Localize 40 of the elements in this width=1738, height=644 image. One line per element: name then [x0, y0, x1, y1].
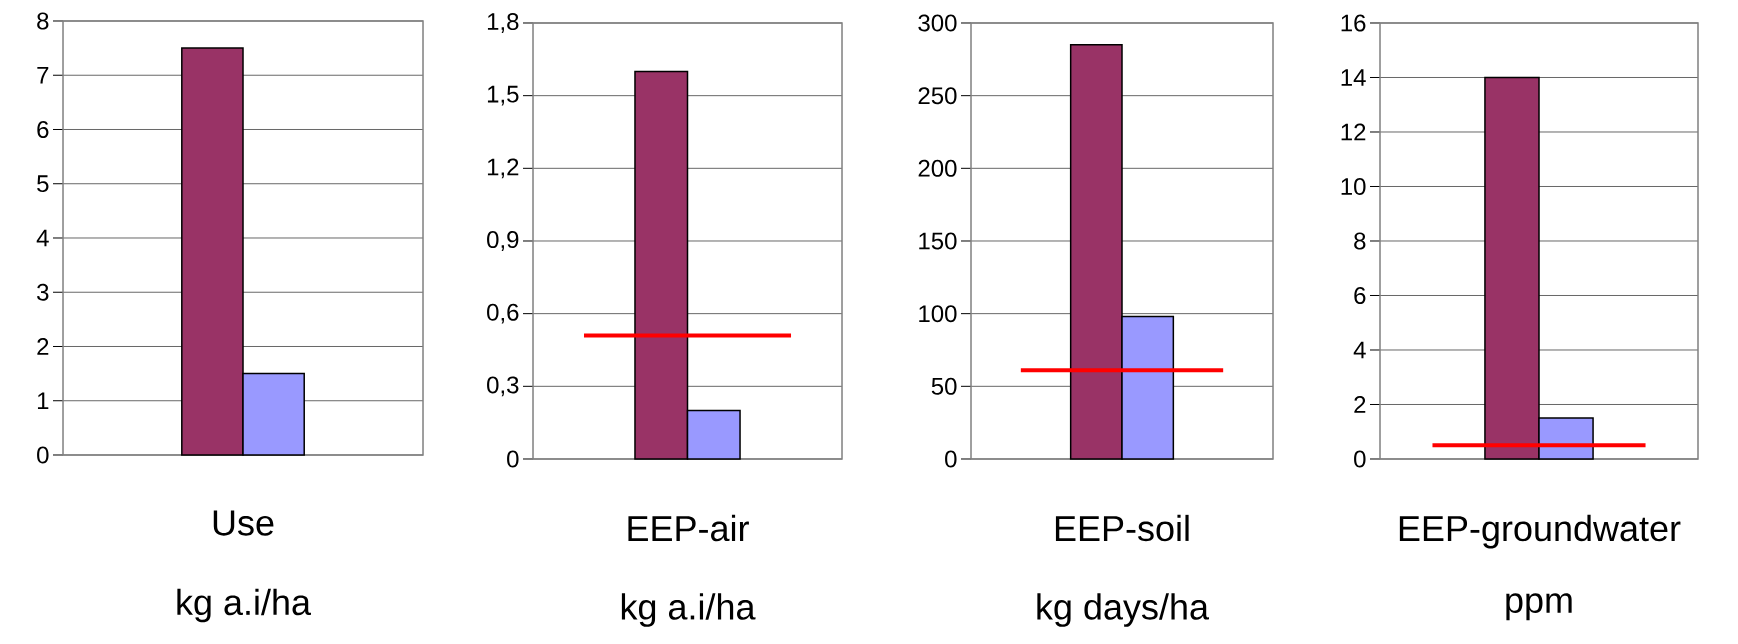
- text: kg a.i/ha: [177, 588, 311, 623]
- y-tick-label: 4: [1353, 341, 1366, 359]
- y-tick-label: 250: [918, 87, 957, 105]
- y-tick-label: 4: [36, 229, 49, 247]
- y-tick-label: 200: [918, 159, 957, 177]
- y-tick-label: 16: [1341, 14, 1366, 32]
- y-tick-label: 10: [1341, 178, 1366, 195]
- y-tick-label: 1,2: [487, 158, 519, 179]
- y-tick-label: 1: [37, 392, 49, 409]
- y-tick-label: 0: [37, 446, 49, 464]
- x-axis-title: EEP-soil: [1055, 514, 1189, 542]
- text: ppm: [1506, 593, 1572, 621]
- y-tick-label: 7: [37, 66, 49, 84]
- x-axis-title: Use: [213, 510, 274, 536]
- y-tick-label: 14: [1341, 69, 1366, 86]
- y-tick-label: 0,9: [487, 231, 519, 251]
- text: kg days/ha: [1037, 593, 1210, 627]
- y-tick-label: 300: [918, 14, 957, 32]
- y-tick-label: 1,8: [487, 13, 519, 33]
- y-tick-label: 1,5: [487, 85, 519, 106]
- y-tick-label: 6: [37, 121, 49, 138]
- y-tick-label: 0: [507, 450, 519, 468]
- y-tick-label: 12: [1341, 123, 1366, 141]
- y-tick-label: 2: [1354, 396, 1366, 413]
- y-tick-label: 0: [945, 450, 957, 468]
- x-axis-title: EEP-groundwater: [1399, 514, 1681, 549]
- y-tick-label: 8: [1354, 232, 1366, 250]
- y-tick-label: 5: [37, 175, 49, 193]
- y-tick-label: 3: [37, 283, 49, 301]
- y-tick-label: 150: [919, 232, 957, 250]
- y-tick-label: 0,3: [487, 376, 519, 397]
- x-axis-title: EEP-air: [628, 514, 749, 542]
- y-tick-label: 0: [1354, 450, 1366, 468]
- y-tick-label: 6: [1354, 287, 1366, 304]
- y-tick-label: 100: [919, 305, 957, 323]
- y-tick-label: 8: [37, 12, 49, 30]
- y-tick-label: 0,6: [487, 303, 519, 324]
- y-tick-label: 50: [931, 377, 957, 395]
- y-tick-label: 2: [37, 338, 49, 355]
- text: kg a.i/ha: [621, 593, 756, 627]
